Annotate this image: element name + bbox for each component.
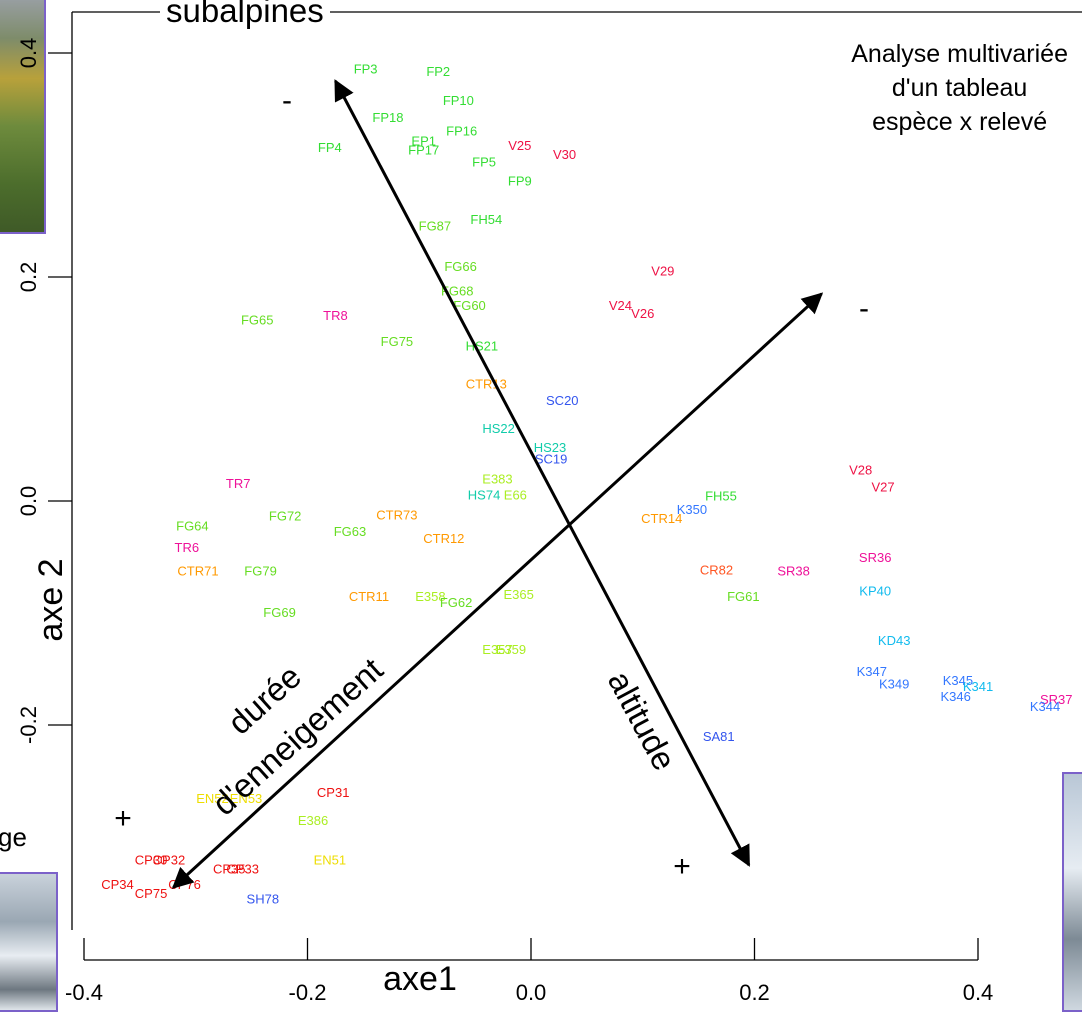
point-label: CTR12: [423, 531, 464, 546]
point-label: TR6: [175, 540, 200, 555]
enneigement-minus-sign: -: [859, 292, 869, 325]
point-label: FP4: [318, 140, 342, 155]
point-label: K344: [1030, 699, 1060, 714]
point-label: CR82: [700, 562, 733, 577]
point-label: SR37: [1040, 692, 1073, 707]
point-label: CTR71: [177, 563, 218, 578]
point-label: V28: [849, 463, 872, 478]
point-label: SC19: [535, 451, 568, 466]
point-label: FH55: [705, 488, 737, 503]
point-label: CP35: [213, 861, 246, 876]
y-tick-label: 0.2: [16, 262, 41, 293]
point-label: HS74: [468, 487, 501, 502]
point-label: SR38: [777, 563, 810, 578]
point-label: HS21: [466, 338, 499, 353]
annotation-subalpines: subalpines: [160, 0, 330, 30]
point-label: E66: [504, 487, 527, 502]
point-label: CTR11: [349, 589, 389, 604]
point-label: FP18: [372, 110, 403, 125]
point-label: CP31: [317, 785, 350, 800]
y-tick-label: 0.0: [16, 486, 41, 517]
point-label: K346: [940, 689, 970, 704]
point-label: V30: [553, 147, 576, 162]
point-label: FP16: [446, 123, 477, 138]
y-tick-label: 0.4: [16, 38, 41, 69]
point-label: CP30: [135, 852, 168, 867]
x-tick-label: -0.4: [65, 980, 103, 1002]
point-label: E383: [482, 472, 512, 487]
point-label: FH54: [470, 212, 502, 227]
point-label: V29: [651, 263, 674, 278]
point-label: V24: [609, 298, 632, 313]
altitude-plus-sign: +: [673, 850, 691, 883]
point-label: FP10: [443, 93, 474, 108]
point-label: CP34: [101, 877, 134, 892]
point-label: V26: [631, 306, 654, 321]
annotation-analysis: Analyse multivariée d'un tableau espèce …: [851, 40, 1068, 136]
point-label: FG79: [244, 563, 277, 578]
y-axis-title: axe 2: [32, 558, 70, 641]
point-label: SC20: [546, 393, 579, 408]
point-label: FP2: [426, 64, 450, 79]
enneigement-plus-sign: +: [114, 802, 132, 835]
point-label: K347: [857, 664, 887, 679]
x-tick-label: 0.0: [516, 980, 547, 1002]
point-label: E359: [496, 642, 526, 657]
point-label: FG65: [241, 313, 274, 328]
photo-snowbed: [0, 872, 58, 1012]
point-label: KD43: [878, 633, 911, 648]
point-label: CP32: [153, 852, 186, 867]
point-label: CTR13: [466, 376, 507, 391]
point-label: HS22: [482, 421, 515, 436]
point-label: V25: [508, 138, 531, 153]
point-label: FG61: [727, 589, 760, 604]
point-label: FP3: [354, 62, 378, 77]
point-label: FG72: [269, 509, 302, 524]
point-label: CTR73: [376, 507, 417, 522]
point-label: FG66: [444, 259, 477, 274]
altitude-minus-sign: -: [282, 84, 292, 117]
point-label: TR7: [226, 476, 251, 491]
point-label: CP75: [135, 886, 168, 901]
annotation-left-fragment: ge: [0, 822, 27, 852]
point-label: CP76: [168, 877, 201, 892]
point-label: EN51: [314, 852, 347, 867]
arrow-altitude: [334, 79, 751, 867]
point-label: V27: [871, 479, 894, 494]
point-label: FP17: [408, 142, 439, 157]
point-label: TR8: [323, 308, 348, 323]
point-label: KP40: [859, 584, 891, 599]
point-label: K345: [943, 673, 973, 688]
point-label: SA81: [703, 729, 735, 744]
x-axis-title: axe1: [383, 960, 457, 998]
arrow-enneigement: [171, 292, 824, 889]
point-label: FG63: [334, 524, 367, 539]
x-tick-label: -0.2: [289, 980, 327, 1002]
point-label: FP9: [508, 174, 532, 189]
x-tick-label: 0.2: [739, 980, 770, 1002]
x-tick-label: 0.4: [963, 980, 994, 1002]
point-label: FG69: [263, 605, 296, 620]
point-label: K341: [963, 679, 993, 694]
point-label: E386: [298, 813, 328, 828]
point-label: E365: [504, 587, 534, 602]
axes: -0.4 -0.2 0.0 0.2 0.4 axe1 -0.2 0.0 0.2 0.4 axe 2: [16, 11, 1082, 1002]
point-label: K349: [879, 677, 909, 692]
y-tick-label: -0.2: [16, 706, 41, 744]
point-label: FP5: [472, 155, 496, 170]
point-label: FG62: [440, 595, 473, 610]
point-label: FG75: [381, 334, 414, 349]
point-label: SR36: [859, 550, 892, 565]
photo-subalpine-meadow: [0, 0, 46, 234]
point-label: SH78: [247, 892, 280, 907]
point-label: FG87: [419, 218, 452, 233]
point-label: CTR14: [641, 511, 682, 526]
point-label: FG64: [176, 519, 209, 534]
